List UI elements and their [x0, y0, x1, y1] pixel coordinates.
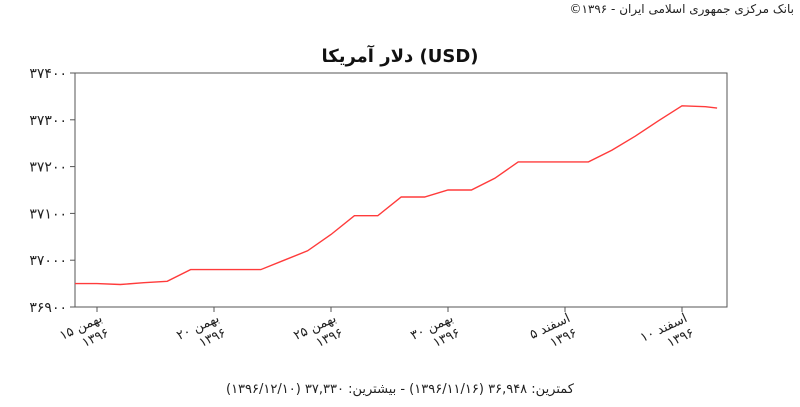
chart-title: دلار آمریکا (USD) — [321, 46, 479, 67]
x-tick-label-3: ۳۰ بهمن۱۳۹۶ — [408, 311, 462, 358]
x-axis: ۱۵ بهمن۱۳۹۶ ۲۰ بهمن۱۳۹۶ ۲۵ بهمن۱۳۹۶ ۳۰ بهمن… — [57, 307, 696, 360]
x-tick-label-4: ۵ اسفند۱۳۹۶ — [527, 311, 579, 357]
credit-text: بانک مرکزی جمهوری اسلامی ایران - ۱۳۹۶© — [569, 2, 794, 16]
series-line-0 — [75, 105, 718, 286]
x-tick-label-0: ۱۵ بهمن۱۳۹۶ — [57, 311, 111, 358]
plot-frame — [74, 72, 728, 308]
x-tick-label-5: ۱۰ اسفند۱۳۹۶ — [638, 311, 696, 360]
y-tick-label-0: ۳۶۹۰۰ — [29, 300, 67, 316]
y-axis: ۳۶۹۰۰ ۳۷۰۰۰ ۳۷۱۰۰ ۳۷۲۰۰ ۳۷۳۰۰ ۳۷۴۰۰ — [29, 66, 75, 316]
y-tick-label-5: ۳۷۴۰۰ — [29, 66, 67, 82]
y-tick-label-2: ۳۷۱۰۰ — [29, 206, 67, 222]
y-tick-label-3: ۳۷۲۰۰ — [29, 160, 67, 176]
x-tick-label-1: ۲۰ بهمن۱۳۹۶ — [174, 311, 228, 358]
y-tick-label-1: ۳۷۰۰۰ — [29, 253, 67, 269]
y-tick-label-4: ۳۷۳۰۰ — [29, 113, 67, 129]
min-max-summary: کمترین: ۳۶,۹۴۸ (۱۳۹۶/۱۱/۱۶) - بیشترین: ۳… — [226, 382, 574, 397]
series-layer — [75, 105, 718, 286]
x-tick-label-2: ۲۵ بهمن۱۳۹۶ — [291, 311, 345, 358]
